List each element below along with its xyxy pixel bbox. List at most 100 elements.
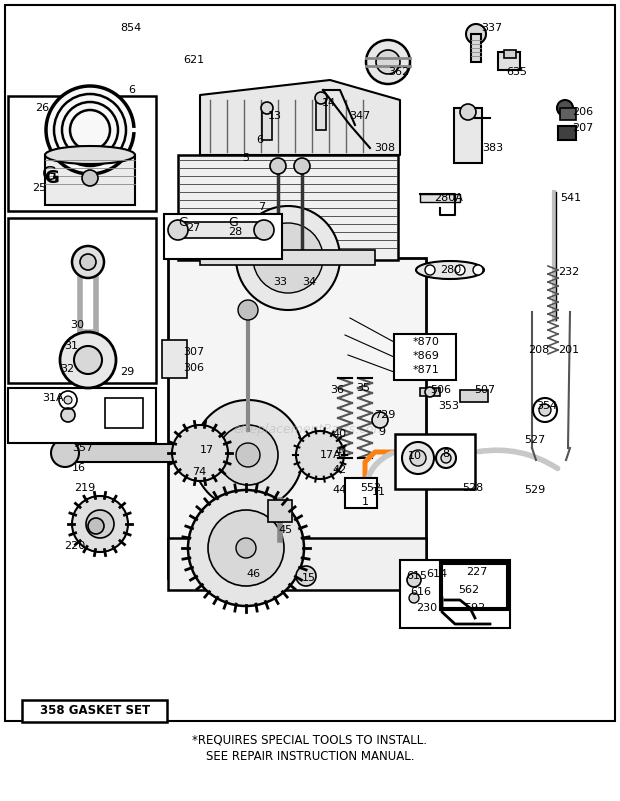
Circle shape — [72, 246, 104, 278]
Ellipse shape — [45, 146, 135, 164]
Text: G: G — [178, 215, 188, 228]
Text: *869: *869 — [413, 351, 440, 361]
Text: 353: 353 — [438, 401, 459, 411]
Text: 506: 506 — [430, 385, 451, 395]
Bar — [420, 388, 440, 396]
Text: 36: 36 — [330, 385, 344, 395]
Circle shape — [425, 265, 435, 275]
Text: *871: *871 — [413, 365, 440, 375]
Text: 854: 854 — [120, 23, 141, 33]
Polygon shape — [200, 80, 400, 155]
Circle shape — [80, 254, 96, 270]
Circle shape — [236, 443, 260, 467]
Text: SEE REPAIR INSTRUCTION MANUAL.: SEE REPAIR INSTRUCTION MANUAL. — [206, 750, 414, 763]
Circle shape — [51, 439, 79, 467]
Text: 337: 337 — [481, 23, 502, 33]
Text: 16: 16 — [72, 463, 86, 473]
Bar — [164, 214, 282, 259]
Bar — [394, 334, 456, 380]
Text: 527: 527 — [524, 435, 545, 445]
Text: 383: 383 — [482, 143, 503, 153]
Circle shape — [72, 496, 128, 552]
Bar — [460, 390, 488, 402]
Bar — [395, 434, 475, 489]
Circle shape — [539, 404, 551, 416]
Circle shape — [466, 24, 486, 44]
Text: 31: 31 — [64, 341, 78, 351]
Circle shape — [236, 538, 256, 558]
Bar — [420, 194, 460, 202]
FancyArrowPatch shape — [479, 450, 557, 469]
Circle shape — [168, 220, 188, 240]
Circle shape — [376, 50, 400, 74]
Text: 729: 729 — [374, 410, 396, 420]
Bar — [45, 155, 135, 205]
Bar — [168, 538, 426, 590]
Bar — [105, 398, 143, 428]
Text: 6: 6 — [128, 85, 135, 95]
Circle shape — [64, 396, 72, 404]
Text: 541: 541 — [560, 193, 581, 203]
Circle shape — [372, 412, 388, 428]
Circle shape — [261, 102, 273, 114]
Text: G: G — [45, 169, 60, 187]
Bar — [471, 34, 481, 62]
Bar — [454, 108, 482, 163]
FancyArrowPatch shape — [365, 453, 392, 487]
Text: 31A: 31A — [42, 393, 64, 403]
Text: 232: 232 — [558, 267, 579, 277]
Bar — [316, 100, 326, 130]
Circle shape — [436, 448, 456, 468]
Circle shape — [88, 518, 104, 534]
Text: 616: 616 — [410, 587, 431, 597]
Bar — [8, 218, 156, 383]
Text: 614: 614 — [426, 569, 447, 579]
Text: 5: 5 — [242, 153, 249, 163]
Text: 621: 621 — [183, 55, 204, 65]
Circle shape — [473, 265, 483, 275]
Circle shape — [60, 332, 116, 388]
Bar — [268, 500, 292, 522]
Circle shape — [441, 453, 451, 463]
Circle shape — [188, 490, 304, 606]
Text: 308: 308 — [374, 143, 395, 153]
Text: 507: 507 — [474, 385, 495, 395]
Bar — [442, 564, 507, 608]
Text: 306: 306 — [183, 363, 204, 373]
Bar — [8, 388, 156, 443]
Text: 280: 280 — [440, 265, 461, 275]
Text: 35: 35 — [356, 383, 370, 393]
Bar — [345, 478, 377, 508]
Circle shape — [86, 510, 114, 538]
Circle shape — [82, 170, 98, 186]
Text: 42: 42 — [332, 465, 346, 475]
Bar — [560, 108, 576, 120]
Text: 206: 206 — [572, 107, 593, 117]
Text: 207: 207 — [572, 123, 593, 133]
Circle shape — [402, 442, 434, 474]
Bar — [262, 110, 272, 140]
Bar — [498, 52, 520, 70]
Text: 307: 307 — [183, 347, 204, 357]
Text: 357: 357 — [72, 443, 93, 453]
Bar — [558, 126, 576, 140]
Circle shape — [61, 408, 75, 422]
Text: 562: 562 — [458, 585, 479, 595]
Text: 40: 40 — [332, 429, 346, 439]
Text: 41: 41 — [334, 447, 348, 457]
Circle shape — [557, 100, 573, 116]
Text: 17A: 17A — [320, 450, 342, 460]
Circle shape — [270, 158, 286, 174]
Bar — [22, 700, 167, 722]
Bar — [175, 222, 270, 238]
Circle shape — [410, 450, 426, 466]
Bar — [5, 5, 615, 721]
Text: 529: 529 — [524, 485, 545, 495]
Text: *870: *870 — [413, 337, 440, 347]
Text: 11: 11 — [372, 487, 386, 497]
Circle shape — [409, 593, 419, 603]
Circle shape — [218, 425, 278, 485]
Circle shape — [296, 566, 316, 586]
Bar — [60, 444, 175, 462]
Circle shape — [208, 510, 284, 586]
